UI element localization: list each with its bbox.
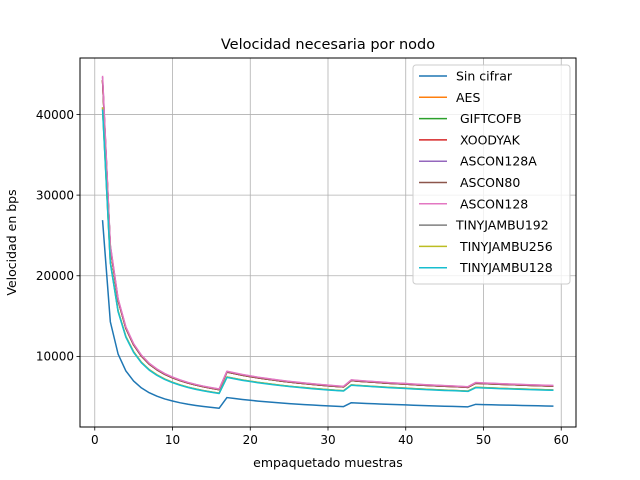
x-tick-label: 60 [554,433,569,447]
y-tick-label: 30000 [36,188,74,202]
x-tick-label: 30 [320,433,335,447]
series-line-9 [101,109,554,395]
x-tick-label: 0 [91,433,99,447]
y-tick-label: 20000 [36,269,74,283]
legend-label: AES [456,90,480,105]
legend-label: TINYJAMBU256 [456,239,553,254]
y-tick-label: 10000 [36,350,74,364]
legend-label: Sin cifrar [456,69,513,84]
legend-label: ASCON128A [456,154,537,169]
x-tick-label: 20 [243,433,258,447]
x-tick-label: 40 [398,433,413,447]
legend-label: TINYJAMBU128 [456,260,553,275]
y-axis-label: Velocidad en bps [4,189,19,295]
legend-label: TINYJAMBU192 [455,218,549,233]
series-line-0 [101,220,554,409]
legend-label: GIFTCOFB [456,111,522,126]
x-axis-label: empaquetado muestras [253,455,403,470]
x-tick-label: 10 [165,433,180,447]
axis-ticks: 0 10 20 30 40 50 60 10000 20000 30000 40000 [36,108,569,447]
chart-title: Velocidad necesaria por nodo [221,37,435,53]
x-tick-label: 50 [476,433,491,447]
series-line-6 [101,75,554,390]
y-tick-label: 40000 [36,108,74,122]
legend-box [412,64,571,285]
legend-label: ASCON128 [456,196,528,211]
legend-label: ASCON80 [456,175,520,190]
series-lines [101,75,554,409]
legend-label: XOODYAK [456,132,521,147]
